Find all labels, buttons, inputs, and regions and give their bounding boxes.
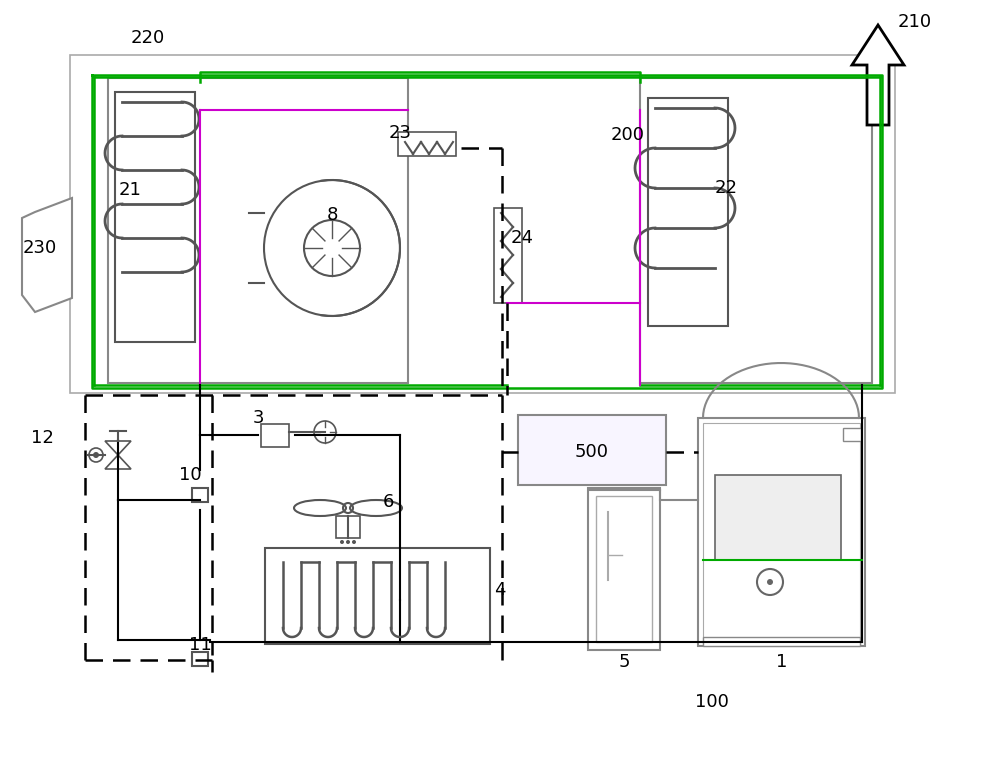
Text: 200: 200 [611,126,645,144]
Bar [698,418,865,646]
Bar [336,516,360,538]
Text: 12: 12 [31,429,53,447]
Bar [398,132,456,156]
Text: 100: 100 [695,693,729,711]
Text: 21: 21 [119,181,141,199]
Circle shape [346,540,350,544]
Text: 5: 5 [618,653,630,671]
Bar [703,423,860,645]
Text: 220: 220 [131,29,165,47]
Circle shape [352,540,356,544]
Polygon shape [22,198,72,312]
Circle shape [93,452,99,458]
Polygon shape [852,25,904,125]
Text: 11: 11 [189,636,211,654]
Text: 1: 1 [776,653,788,671]
Bar [640,78,872,383]
Text: 10: 10 [179,466,201,484]
Bar [703,637,860,646]
Bar [518,415,666,485]
Polygon shape [105,455,131,469]
Bar [843,428,861,441]
Bar [588,488,660,650]
Text: 500: 500 [575,443,609,461]
Polygon shape [105,441,131,455]
Text: 24: 24 [511,229,534,247]
Bar [648,98,728,326]
Bar [115,92,195,342]
Text: 22: 22 [714,179,738,197]
Circle shape [767,579,773,585]
Text: 6: 6 [382,493,394,511]
Circle shape [340,540,344,544]
Bar [108,78,408,383]
Bar [494,208,522,303]
Bar [715,475,841,560]
Bar [192,488,208,502]
Bar [265,548,490,644]
Bar [192,652,208,666]
Text: 23: 23 [389,124,412,142]
Text: 230: 230 [23,239,57,257]
Text: 8: 8 [326,206,338,224]
Text: 210: 210 [898,13,932,31]
Bar [596,496,652,642]
Text: 4: 4 [494,581,506,599]
Text: 3: 3 [252,409,264,427]
Bar [70,55,895,393]
Bar [261,424,289,447]
